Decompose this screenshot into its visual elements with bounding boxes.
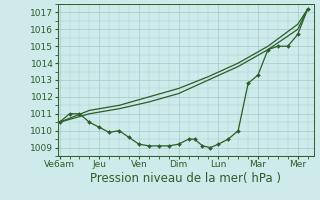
X-axis label: Pression niveau de la mer( hPa ): Pression niveau de la mer( hPa ) [90, 172, 281, 185]
